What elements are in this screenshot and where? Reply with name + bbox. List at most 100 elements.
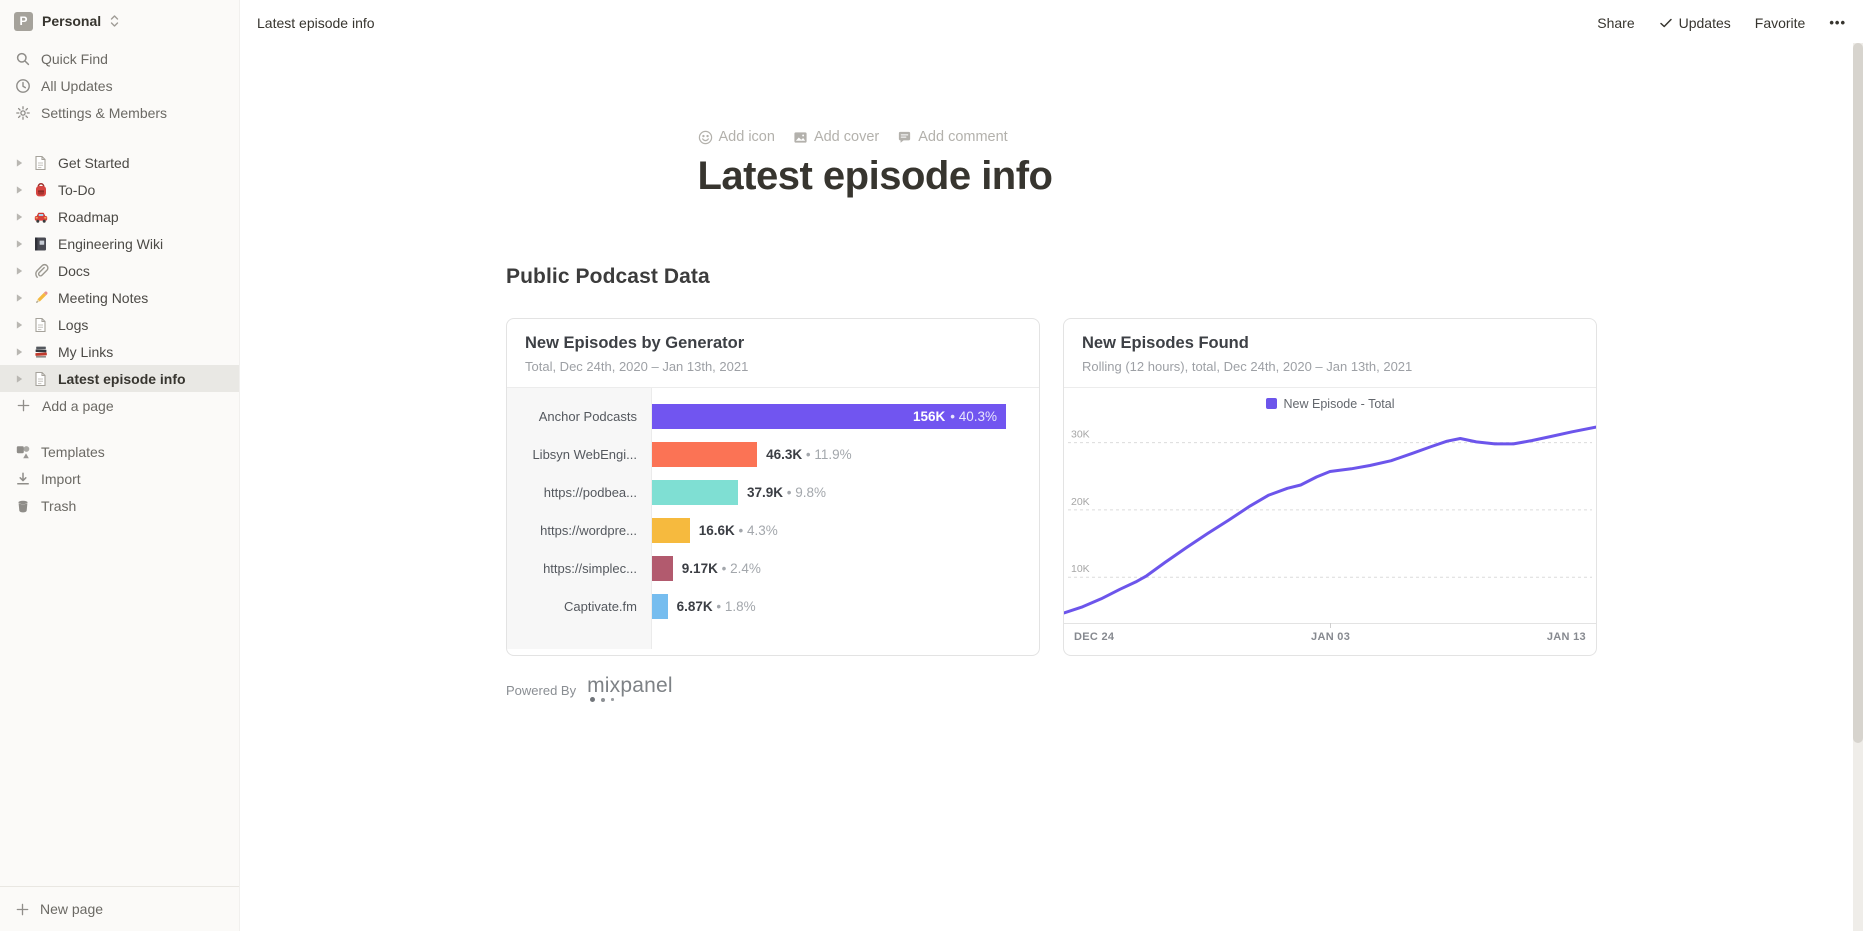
legend: New Episode - Total [1064,388,1596,419]
bar-row: 16.6K • 4.3% [652,511,1039,549]
page-icon [31,317,50,333]
toggle-triangle-icon[interactable] [15,320,31,330]
sidebar-page-to-do[interactable]: To-Do [0,176,239,203]
trash-icon [14,498,31,514]
sidebar-page-label: My Links [58,343,114,360]
books-icon [31,344,50,360]
bar-chart-header: New Episodes by Generator Total, Dec 24t… [507,319,1039,388]
bar-value-label: 156K • 40.3% [912,408,997,424]
bar-chart-card: New Episodes by Generator Total, Dec 24t… [506,318,1040,656]
bar-category-label: https://wordpre... [540,522,637,538]
bar-category-label: Anchor Podcasts [538,408,637,424]
sidebar-page-logs[interactable]: Logs [0,311,239,338]
mixpanel-embed: Public Podcast Data New Episodes by Gene… [506,265,1597,705]
bar-value-label: 46.3K • 11.9% [766,446,852,462]
sidebar-item-quick-find[interactable]: Quick Find [0,45,239,72]
toggle-triangle-icon[interactable] [15,158,31,168]
bar-libsyn-webengi[interactable] [652,441,758,467]
mixpanel-logo[interactable]: mixpanel [587,675,673,705]
toggle-triangle-icon[interactable] [15,293,31,303]
x-axis-label: JAN 13 [1546,631,1586,643]
legend-swatch [1265,398,1277,409]
sidebar-page-my-links[interactable]: My Links [0,338,239,365]
scrollbar-thumb[interactable] [1853,43,1863,743]
sidebar-page-label: To-Do [58,181,96,198]
bar-category-label: Libsyn WebEngi... [532,446,637,462]
bar-row: 46.3K • 11.9% [652,435,1039,473]
breadcrumb[interactable]: Latest episode info [257,14,375,31]
add-cover-label: Add cover [813,129,880,145]
sidebar-page-latest-episode-info[interactable]: Latest episode info [0,365,239,392]
bar-https-podbea[interactable] [652,479,738,505]
bar-https-wordpre[interactable] [652,517,690,543]
new-page-button[interactable]: New page [0,886,239,931]
add-icon-button[interactable]: Add icon [698,129,775,145]
topbar: Latest episode info Share Updates Favori… [240,0,1863,45]
line-chart-header: New Episodes Found Rolling (12 hours), t… [1064,319,1596,388]
line-plot-area[interactable]: 10K 20K 30K [1064,419,1596,623]
svg-text:20K: 20K [1071,496,1090,508]
mixpanel-wordmark: mixpanel [587,674,673,697]
add-comment-button[interactable]: Add comment [897,129,1008,145]
page-icon [31,371,50,387]
bar-anchor-podcasts[interactable]: 156K • 40.3% [652,403,1006,429]
add-cover-button[interactable]: Add cover [793,129,879,145]
sidebar-item-settings-members[interactable]: Settings & Members [0,99,239,126]
emoji-face-icon [698,130,713,145]
workspace-avatar: P [14,11,33,31]
bar-category-column: Anchor Podcasts Libsyn WebEngi... https://… [507,388,652,649]
bar-value-label: 6.87K • 1.8% [676,598,756,614]
bar-captivate-fm[interactable] [652,593,668,619]
line-chart-subtitle: Rolling (12 hours), total, Dec 24th, 202… [1082,359,1413,374]
sidebar-page-engineering-wiki[interactable]: Engineering Wiki [0,230,239,257]
sidebar-item-label: Templates [41,443,105,460]
sidebar-item-templates[interactable]: Templates [0,438,239,465]
new-page-label: New page [40,901,104,917]
sidebar-page-get-started[interactable]: Get Started [0,149,239,176]
toggle-triangle-icon[interactable] [15,266,31,276]
sidebar-page-docs[interactable]: Docs [0,257,239,284]
toggle-triangle-icon[interactable] [15,212,31,222]
updates-button[interactable]: Updates [1659,15,1731,31]
bar-https-simplec[interactable] [652,555,673,581]
sidebar-item-import[interactable]: Import [0,465,239,492]
bar-chart-subtitle: Total, Dec 24th, 2020 – Jan 13th, 2021 [525,359,749,374]
favorite-button[interactable]: Favorite [1754,14,1806,31]
sidebar-item-trash[interactable]: Trash [0,492,239,519]
x-axis: DEC 24 JAN 03 JAN 13 [1064,623,1596,643]
sidebar-menu: Quick Find All Updates Settings & Members [0,45,239,126]
sidebar-item-label: Trash [41,497,77,514]
page-icon [31,155,50,171]
sidebar-page-label: Get Started [58,154,130,171]
toggle-triangle-icon[interactable] [15,374,31,384]
sidebar-item-all-updates[interactable]: All Updates [0,72,239,99]
gear-icon [14,105,31,121]
bar-value-label: 16.6K • 4.3% [698,522,778,538]
toggle-triangle-icon[interactable] [15,347,31,357]
car-icon [31,209,50,225]
sidebar-item-label: Settings & Members [41,104,168,121]
sidebar-pages: Get Started To-Do Roadmap Engineering Wiki D… [0,149,239,392]
toggle-triangle-icon[interactable] [15,185,31,195]
pencil-icon [31,290,50,306]
updates-label: Updates [1678,14,1731,31]
share-button[interactable]: Share [1597,14,1635,31]
sidebar-page-meeting-notes[interactable]: Meeting Notes [0,284,239,311]
sidebar-page-label: Meeting Notes [58,289,149,306]
sidebar-page-roadmap[interactable]: Roadmap [0,203,239,230]
page-title[interactable]: Latest episode info [697,154,1054,198]
line-chart-title: New Episodes Found [1082,334,1249,352]
toggle-triangle-icon[interactable] [15,239,31,249]
clock-icon [14,78,31,94]
axis-tick [1330,623,1331,628]
powered-by: Powered By mixpanel [506,675,1597,705]
plus-icon [15,398,32,413]
add-a-page-button[interactable]: Add a page [0,392,239,419]
sidebar: P Personal Quick Find All Updates Settings… [0,0,240,931]
sidebar-page-label: Latest episode info [58,370,186,387]
more-options-button[interactable]: ••• [1829,15,1846,30]
add-comment-label: Add comment [918,129,1008,145]
import-icon [14,471,31,487]
notebook-icon [31,236,50,252]
workspace-switcher[interactable]: P Personal [0,0,239,38]
